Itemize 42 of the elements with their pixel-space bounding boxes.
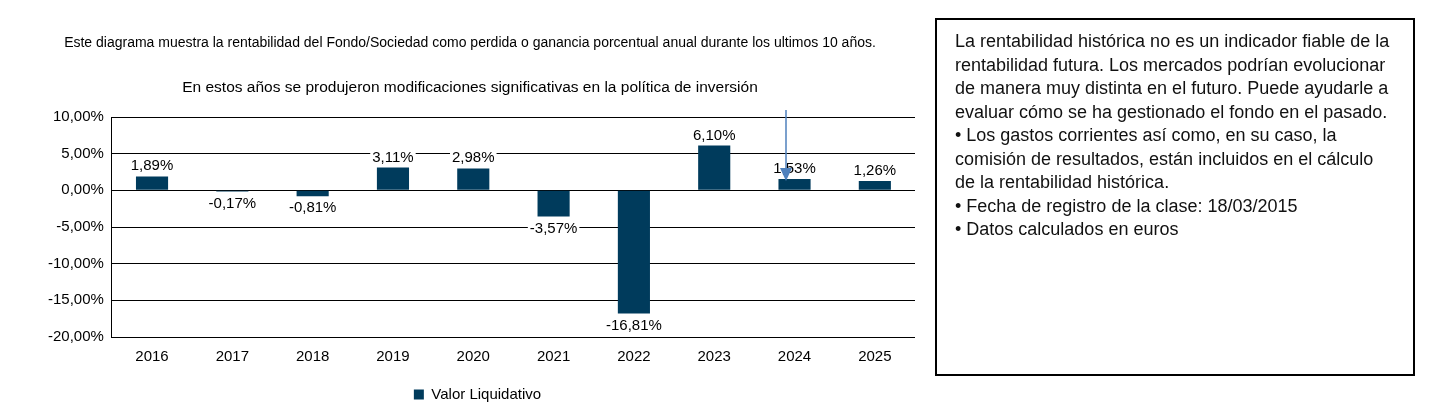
x-tick-label: 2021	[536, 347, 571, 365]
y-tick-label: 0,00%	[61, 180, 104, 198]
x-tick-label: 2019	[376, 347, 410, 365]
y-tick-label: 10,00%	[52, 107, 104, 125]
data-label: -0,81%	[288, 198, 337, 216]
data-label: 1,89%	[130, 156, 174, 174]
data-label: 3,11%	[372, 147, 414, 165]
data-label: -0,17%	[208, 193, 257, 211]
bar	[617, 190, 650, 314]
y-tick-label: -10,00%	[47, 253, 104, 271]
bar	[537, 190, 570, 217]
y-tick-label: -5,00%	[56, 217, 104, 235]
x-tick-label: 2018	[295, 347, 330, 365]
text: • Fecha de registro de la clase: 18/03/2015	[955, 194, 1299, 218]
text: • Datos calculados en euros	[955, 218, 1180, 241]
bar	[778, 179, 811, 190]
text: • Los gastos corrientes así como, en su caso, la comisión de resultados, están incluidos en el cálculo de la rentabilidad histórica.	[955, 124, 1375, 194]
bar	[376, 167, 410, 190]
bar	[135, 176, 169, 190]
bar	[698, 145, 731, 190]
text: La rentabilidad histórica no es un indicador fiable de la rentabilidad futura. Los mercados podrían evolucionar de manera muy distinta en el futuro. Puede ayudarle a evaluar cómo se ha gestionado el fondo en el pasado.	[955, 30, 1391, 124]
x-tick-label: 2025	[858, 347, 892, 365]
y-tick-label: 5,00%	[61, 143, 104, 161]
x-tick-label: 2024	[777, 347, 812, 365]
y-tick-label: -20,00%	[47, 327, 104, 345]
data-label: -16,81%	[605, 315, 662, 333]
x-tick-label: 2020	[456, 347, 490, 365]
data-label: 6,10%	[692, 125, 736, 143]
x-tick-label: 2017	[215, 347, 250, 365]
x-tick-label: 2022	[617, 347, 651, 365]
data-label: -3,57%	[529, 218, 578, 236]
x-tick-label: 2016	[135, 347, 169, 365]
chart-title: Este diagrama muestra la rentabilidad del Fondo/Sociedad como perdida o ganancia porcentual anual durante los ultimos 10 años.	[63, 34, 877, 51]
legend-label: Valor Liquidativo	[431, 384, 542, 402]
x-tick-label: 2023	[697, 347, 731, 365]
y-tick-label: -15,00%	[47, 290, 104, 308]
data-label: 1,26%	[853, 161, 897, 179]
data-label: 2,98%	[452, 148, 495, 166]
bar	[296, 190, 329, 197]
chart-subtitle: En estos años se produjeron modificaciones significativas en la política de inversión	[181, 78, 759, 96]
bar	[858, 181, 891, 190]
bar	[457, 168, 490, 190]
